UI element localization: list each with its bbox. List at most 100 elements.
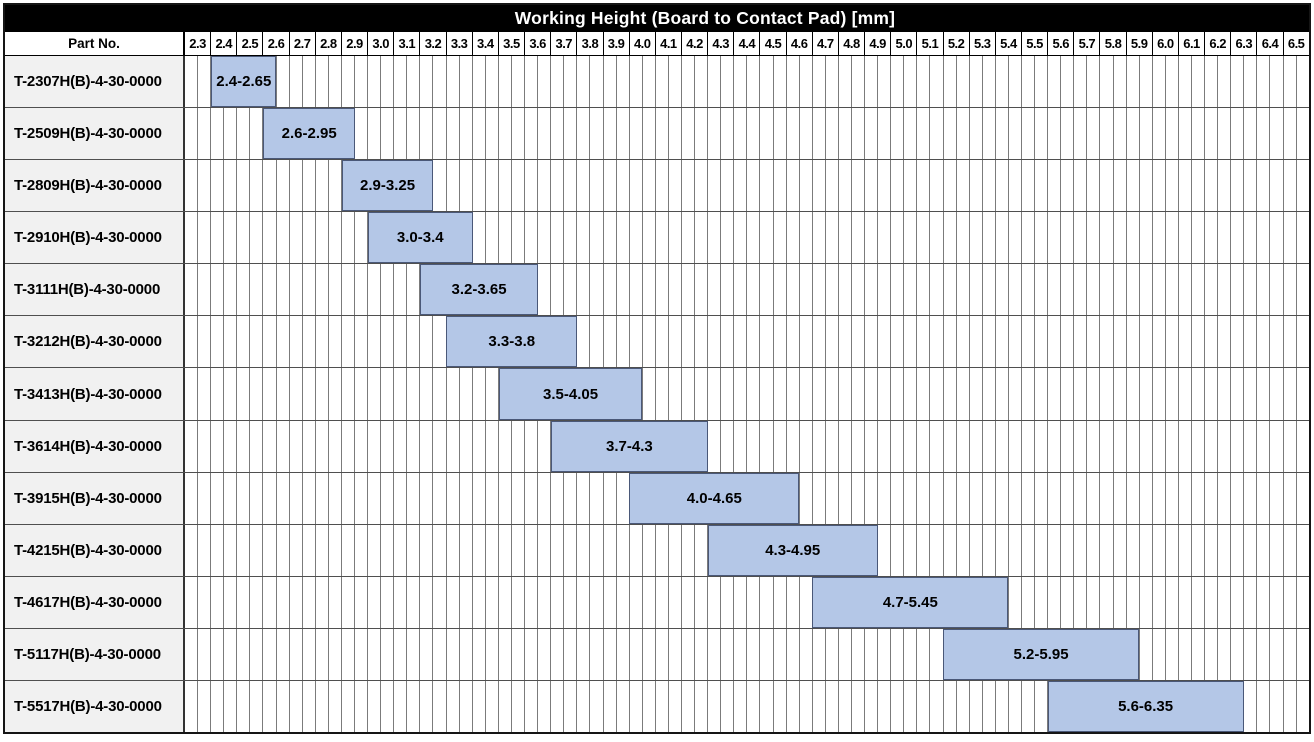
grid-cell (1087, 524, 1101, 576)
grid-cell (917, 524, 931, 576)
grid-cell (355, 680, 369, 733)
grid-cell (1284, 524, 1297, 576)
grid-cell (604, 212, 617, 264)
grid-cell (734, 264, 748, 316)
grid-cell (1087, 472, 1101, 524)
range-bar: 4.7-5.45 (812, 576, 1009, 628)
grid-cell (407, 264, 421, 316)
grid-cell (747, 368, 761, 420)
grid-cell (211, 160, 225, 212)
grid-cell (1009, 524, 1022, 576)
grid-cell (760, 628, 774, 680)
grid-cell (290, 316, 303, 368)
grid-cell (944, 420, 957, 472)
grid-cell (930, 420, 944, 472)
grid-cell (1257, 680, 1271, 733)
chart-row: T-2910H(B)-4-30-0000 3.0-3.4 (5, 212, 1309, 265)
grid-cell (1284, 420, 1297, 472)
grid-cell (917, 56, 931, 108)
grid-cell (473, 56, 486, 108)
grid-cell (826, 56, 839, 108)
grid-cell (420, 368, 434, 420)
grid-cell (407, 420, 421, 472)
axis-tick-label: 2.8 (314, 32, 341, 55)
grid-cell (1035, 108, 1049, 160)
axis-tick-label: 6.5 (1282, 32, 1309, 55)
grid-cell (1284, 108, 1297, 160)
grid-cell (1192, 472, 1206, 524)
minor-gridlines (185, 368, 1309, 420)
grid-cell (800, 56, 813, 108)
grid-cell (290, 264, 303, 316)
grid-cell (355, 576, 369, 628)
grid-cell (1114, 316, 1127, 368)
grid-cell (930, 160, 944, 212)
grid-cell (564, 680, 578, 733)
grid-cell (1297, 212, 1309, 263)
grid-cell (1035, 472, 1049, 524)
grid-cell (695, 368, 709, 420)
grid-cell (708, 212, 722, 264)
grid-cell (904, 524, 918, 576)
grid-cell (1284, 316, 1297, 368)
grid-cell (734, 108, 748, 160)
grid-cell (813, 108, 826, 160)
grid-cell (447, 160, 460, 212)
grid-cell (656, 56, 669, 108)
axis-tick-label: 3.0 (367, 32, 393, 55)
grid-cell (355, 524, 369, 576)
range-bar: 2.9-3.25 (341, 160, 434, 212)
grid-cell (316, 680, 329, 733)
grid-cell (682, 264, 696, 316)
grid-cell (1127, 472, 1140, 524)
grid-cell (1231, 524, 1245, 576)
grid-cell (747, 680, 761, 733)
grid-cell (1297, 681, 1309, 732)
grid-cell (407, 576, 421, 628)
grid-cell (930, 524, 944, 576)
grid-cell (564, 576, 578, 628)
row-track: 4.3-4.95 (185, 524, 1309, 576)
grid-cell (407, 368, 421, 420)
grid-cell (1100, 420, 1114, 472)
grid-cell (682, 680, 696, 733)
grid-cell (538, 472, 552, 524)
grid-cell (1127, 628, 1140, 680)
grid-cell (878, 212, 892, 264)
grid-cell (1231, 680, 1245, 733)
grid-cell (525, 160, 539, 212)
grid-cell (1074, 264, 1088, 316)
range-bar: 5.6-6.35 (1047, 680, 1244, 733)
grid-cell (747, 108, 761, 160)
grid-cell (865, 108, 879, 160)
grid-cell (813, 264, 826, 316)
grid-cell (695, 628, 709, 680)
range-bar-label: 3.3-3.8 (488, 333, 536, 351)
grid-cell (316, 160, 329, 212)
axis-tick-label: 4.8 (837, 32, 864, 55)
grid-cell (774, 212, 787, 264)
grid-cell (486, 108, 499, 160)
grid-cell (1087, 576, 1101, 628)
grid-cell (747, 316, 761, 368)
chart-row: T-3413H(B)-4-30-0000 3.5-4.05 (5, 368, 1309, 421)
grid-cell (512, 628, 526, 680)
grid-cell (564, 472, 578, 524)
grid-cell (433, 108, 447, 160)
grid-cell (1048, 316, 1062, 368)
grid-cell (682, 368, 696, 420)
range-bar: 2.4-2.65 (211, 56, 277, 108)
grid-cell (1297, 264, 1309, 315)
grid-cell (996, 108, 1009, 160)
grid-cell (538, 680, 552, 733)
grid-cell (237, 680, 251, 733)
grid-cell (394, 368, 408, 420)
part-no-cell: T-4215H(B)-4-30-0000 (5, 524, 185, 576)
grid-cell (630, 680, 643, 733)
range-bar-label: 5.6-6.35 (1118, 697, 1174, 715)
range-bar-label: 2.6-2.95 (281, 125, 337, 143)
grid-cell (499, 212, 512, 264)
grid-cell (996, 680, 1009, 733)
grid-cell (734, 56, 748, 108)
grid-cell (826, 420, 839, 472)
